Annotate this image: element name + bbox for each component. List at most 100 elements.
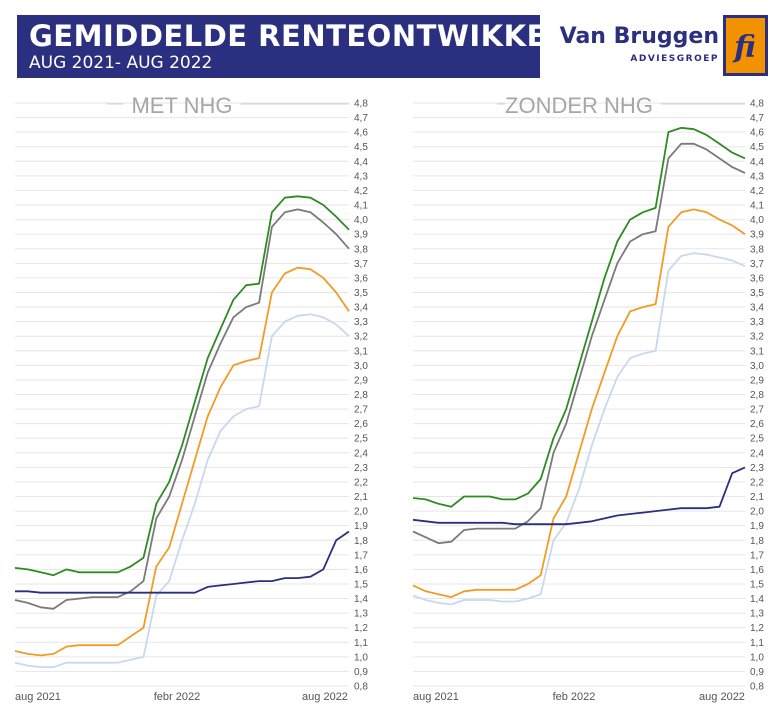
y-tick-label: 0,8 bbox=[750, 682, 764, 693]
y-tick-label: 1,2 bbox=[750, 623, 764, 634]
y-tick-label: 3,5 bbox=[354, 288, 368, 299]
y-tick-label: 2,1 bbox=[354, 492, 368, 503]
y-tick-label: 1,0 bbox=[750, 652, 764, 663]
y-tick-label: 2,3 bbox=[750, 463, 764, 474]
y-tick-label: 4,1 bbox=[354, 201, 368, 212]
series-line-green bbox=[14, 195, 350, 577]
y-tick-label: 3,2 bbox=[750, 332, 764, 343]
y-tick-label: 4,6 bbox=[354, 128, 368, 139]
y-tick-label: 1,8 bbox=[750, 536, 764, 547]
x-tick-label: aug 2021 bbox=[413, 691, 459, 703]
series-line-orange bbox=[412, 208, 746, 598]
chart-panel-met-nhg: MET NHG 4,8 4,7 4,6 4,5 4,4 4,3 4,2 4,1 4,0 3,9 3,8… bbox=[14, 93, 368, 703]
y-tick-label: 4,4 bbox=[750, 157, 764, 168]
y-tick-label: 3,5 bbox=[750, 288, 764, 299]
y-tick-label: 1,4 bbox=[354, 594, 368, 605]
y-tick-label: 3,9 bbox=[354, 230, 368, 241]
y-tick-label: 2,9 bbox=[354, 375, 368, 386]
brand-logo-icon: fi bbox=[723, 15, 768, 76]
y-tick-label: 2,3 bbox=[354, 463, 368, 474]
y-tick-label: 4,3 bbox=[354, 171, 368, 182]
y-tick-label: 0,9 bbox=[354, 667, 368, 678]
y-tick-label: 3,3 bbox=[354, 317, 368, 328]
y-tick-label: 2,8 bbox=[750, 390, 764, 401]
y-tick-label: 4,7 bbox=[750, 113, 764, 124]
svg-text:fi: fi bbox=[732, 30, 756, 65]
y-tick-label: 2,6 bbox=[750, 419, 764, 430]
y-tick-label: 4,6 bbox=[750, 128, 764, 139]
y-tick-label: 4,1 bbox=[750, 201, 764, 212]
y-tick-label: 4,3 bbox=[750, 171, 764, 182]
y-tick-label: 1,5 bbox=[750, 579, 764, 590]
y-tick-label: 3,9 bbox=[750, 230, 764, 241]
y-tick-label: 3,6 bbox=[750, 273, 764, 284]
x-tick-label: aug 2021 bbox=[15, 691, 61, 703]
y-tick-label: 3,6 bbox=[354, 273, 368, 284]
y-tick-label: 1,6 bbox=[354, 565, 368, 576]
brand-subtitle: ADVIESGROEP bbox=[630, 54, 719, 64]
y-tick-label: 4,5 bbox=[750, 142, 764, 153]
y-tick-label: 1,7 bbox=[750, 550, 764, 561]
y-tick-label: 2,9 bbox=[750, 375, 764, 386]
chart-panel-zonder-nhg: ZONDER NHG 4,8 4,7 4,6 4,5 4,4 4,3 4,2 4,1 4,0 3,9… bbox=[412, 93, 764, 703]
y-tick-label: 4,7 bbox=[354, 113, 368, 124]
y-tick-label: 3,2 bbox=[354, 332, 368, 343]
x-tick-label: aug 2022 bbox=[699, 691, 745, 703]
y-tick-label: 2,2 bbox=[750, 477, 764, 488]
y-tick-label: 2,5 bbox=[750, 434, 764, 445]
y-tick-label: 3,0 bbox=[354, 361, 368, 372]
y-tick-label: 2,0 bbox=[750, 507, 764, 518]
y-tick-label: 1,3 bbox=[750, 609, 764, 620]
y-tick-label: 3,1 bbox=[354, 346, 368, 357]
y-tick-label: 3,0 bbox=[750, 361, 764, 372]
y-tick-label: 1,8 bbox=[354, 536, 368, 547]
y-tick-label: 0,8 bbox=[354, 682, 368, 693]
y-tick-label: 2,1 bbox=[750, 492, 764, 503]
y-tick-label: 2,4 bbox=[750, 448, 764, 459]
page-subtitle: AUG 2021- AUG 2022 bbox=[29, 53, 213, 73]
series-line-green bbox=[412, 126, 746, 508]
y-tick-label: 2,8 bbox=[354, 390, 368, 401]
series-line-orange bbox=[14, 266, 350, 657]
y-tick-label: 3,1 bbox=[750, 346, 764, 357]
y-tick-label: 2,2 bbox=[354, 477, 368, 488]
y-tick-label: 4,0 bbox=[354, 215, 368, 226]
header-banner: GEMIDDELDE RENTEONTWIKKELING AUG 2021- A… bbox=[17, 15, 626, 78]
y-tick-label: 1,2 bbox=[354, 623, 368, 634]
y-tick-label: 3,4 bbox=[750, 303, 764, 314]
y-tick-label: 4,2 bbox=[354, 186, 368, 197]
y-tick-label: 1,1 bbox=[750, 638, 764, 649]
y-tick-label: 1,6 bbox=[750, 565, 764, 576]
y-tick-label: 1,7 bbox=[354, 550, 368, 561]
series-line-navy bbox=[412, 466, 746, 526]
y-tick-label: 4,8 bbox=[354, 99, 368, 110]
y-tick-label: 4,0 bbox=[750, 215, 764, 226]
x-tick-label: aug 2022 bbox=[302, 691, 348, 703]
x-tick-label: febr 2022 bbox=[154, 691, 200, 703]
y-tick-label: 2,4 bbox=[354, 448, 368, 459]
series-line-gray bbox=[412, 142, 746, 545]
y-tick-label: 4,8 bbox=[750, 99, 764, 110]
y-tick-label: 1,3 bbox=[354, 609, 368, 620]
y-tick-label: 3,4 bbox=[354, 303, 368, 314]
x-tick-label: feb 2022 bbox=[553, 691, 596, 703]
y-tick-label: 1,4 bbox=[750, 594, 764, 605]
y-tick-label: 1,1 bbox=[354, 638, 368, 649]
y-tick-label: 2,0 bbox=[354, 507, 368, 518]
series-line-lightblue bbox=[14, 313, 350, 668]
chart-title: MET NHG bbox=[131, 93, 232, 118]
y-tick-label: 2,7 bbox=[750, 405, 764, 416]
series-line-gray bbox=[14, 208, 350, 610]
series-line-navy bbox=[15, 530, 350, 594]
y-tick-label: 3,3 bbox=[750, 317, 764, 328]
y-tick-label: 2,5 bbox=[354, 434, 368, 445]
y-tick-label: 1,9 bbox=[354, 521, 368, 532]
y-tick-label: 1,0 bbox=[354, 652, 368, 663]
y-tick-label: 2,7 bbox=[354, 405, 368, 416]
y-tick-label: 3,8 bbox=[354, 244, 368, 255]
page-title: GEMIDDELDE RENTEONTWIKKELING bbox=[29, 19, 627, 53]
y-tick-label: 3,7 bbox=[750, 259, 764, 270]
y-tick-label: 4,4 bbox=[354, 157, 368, 168]
y-tick-label: 4,2 bbox=[750, 186, 764, 197]
